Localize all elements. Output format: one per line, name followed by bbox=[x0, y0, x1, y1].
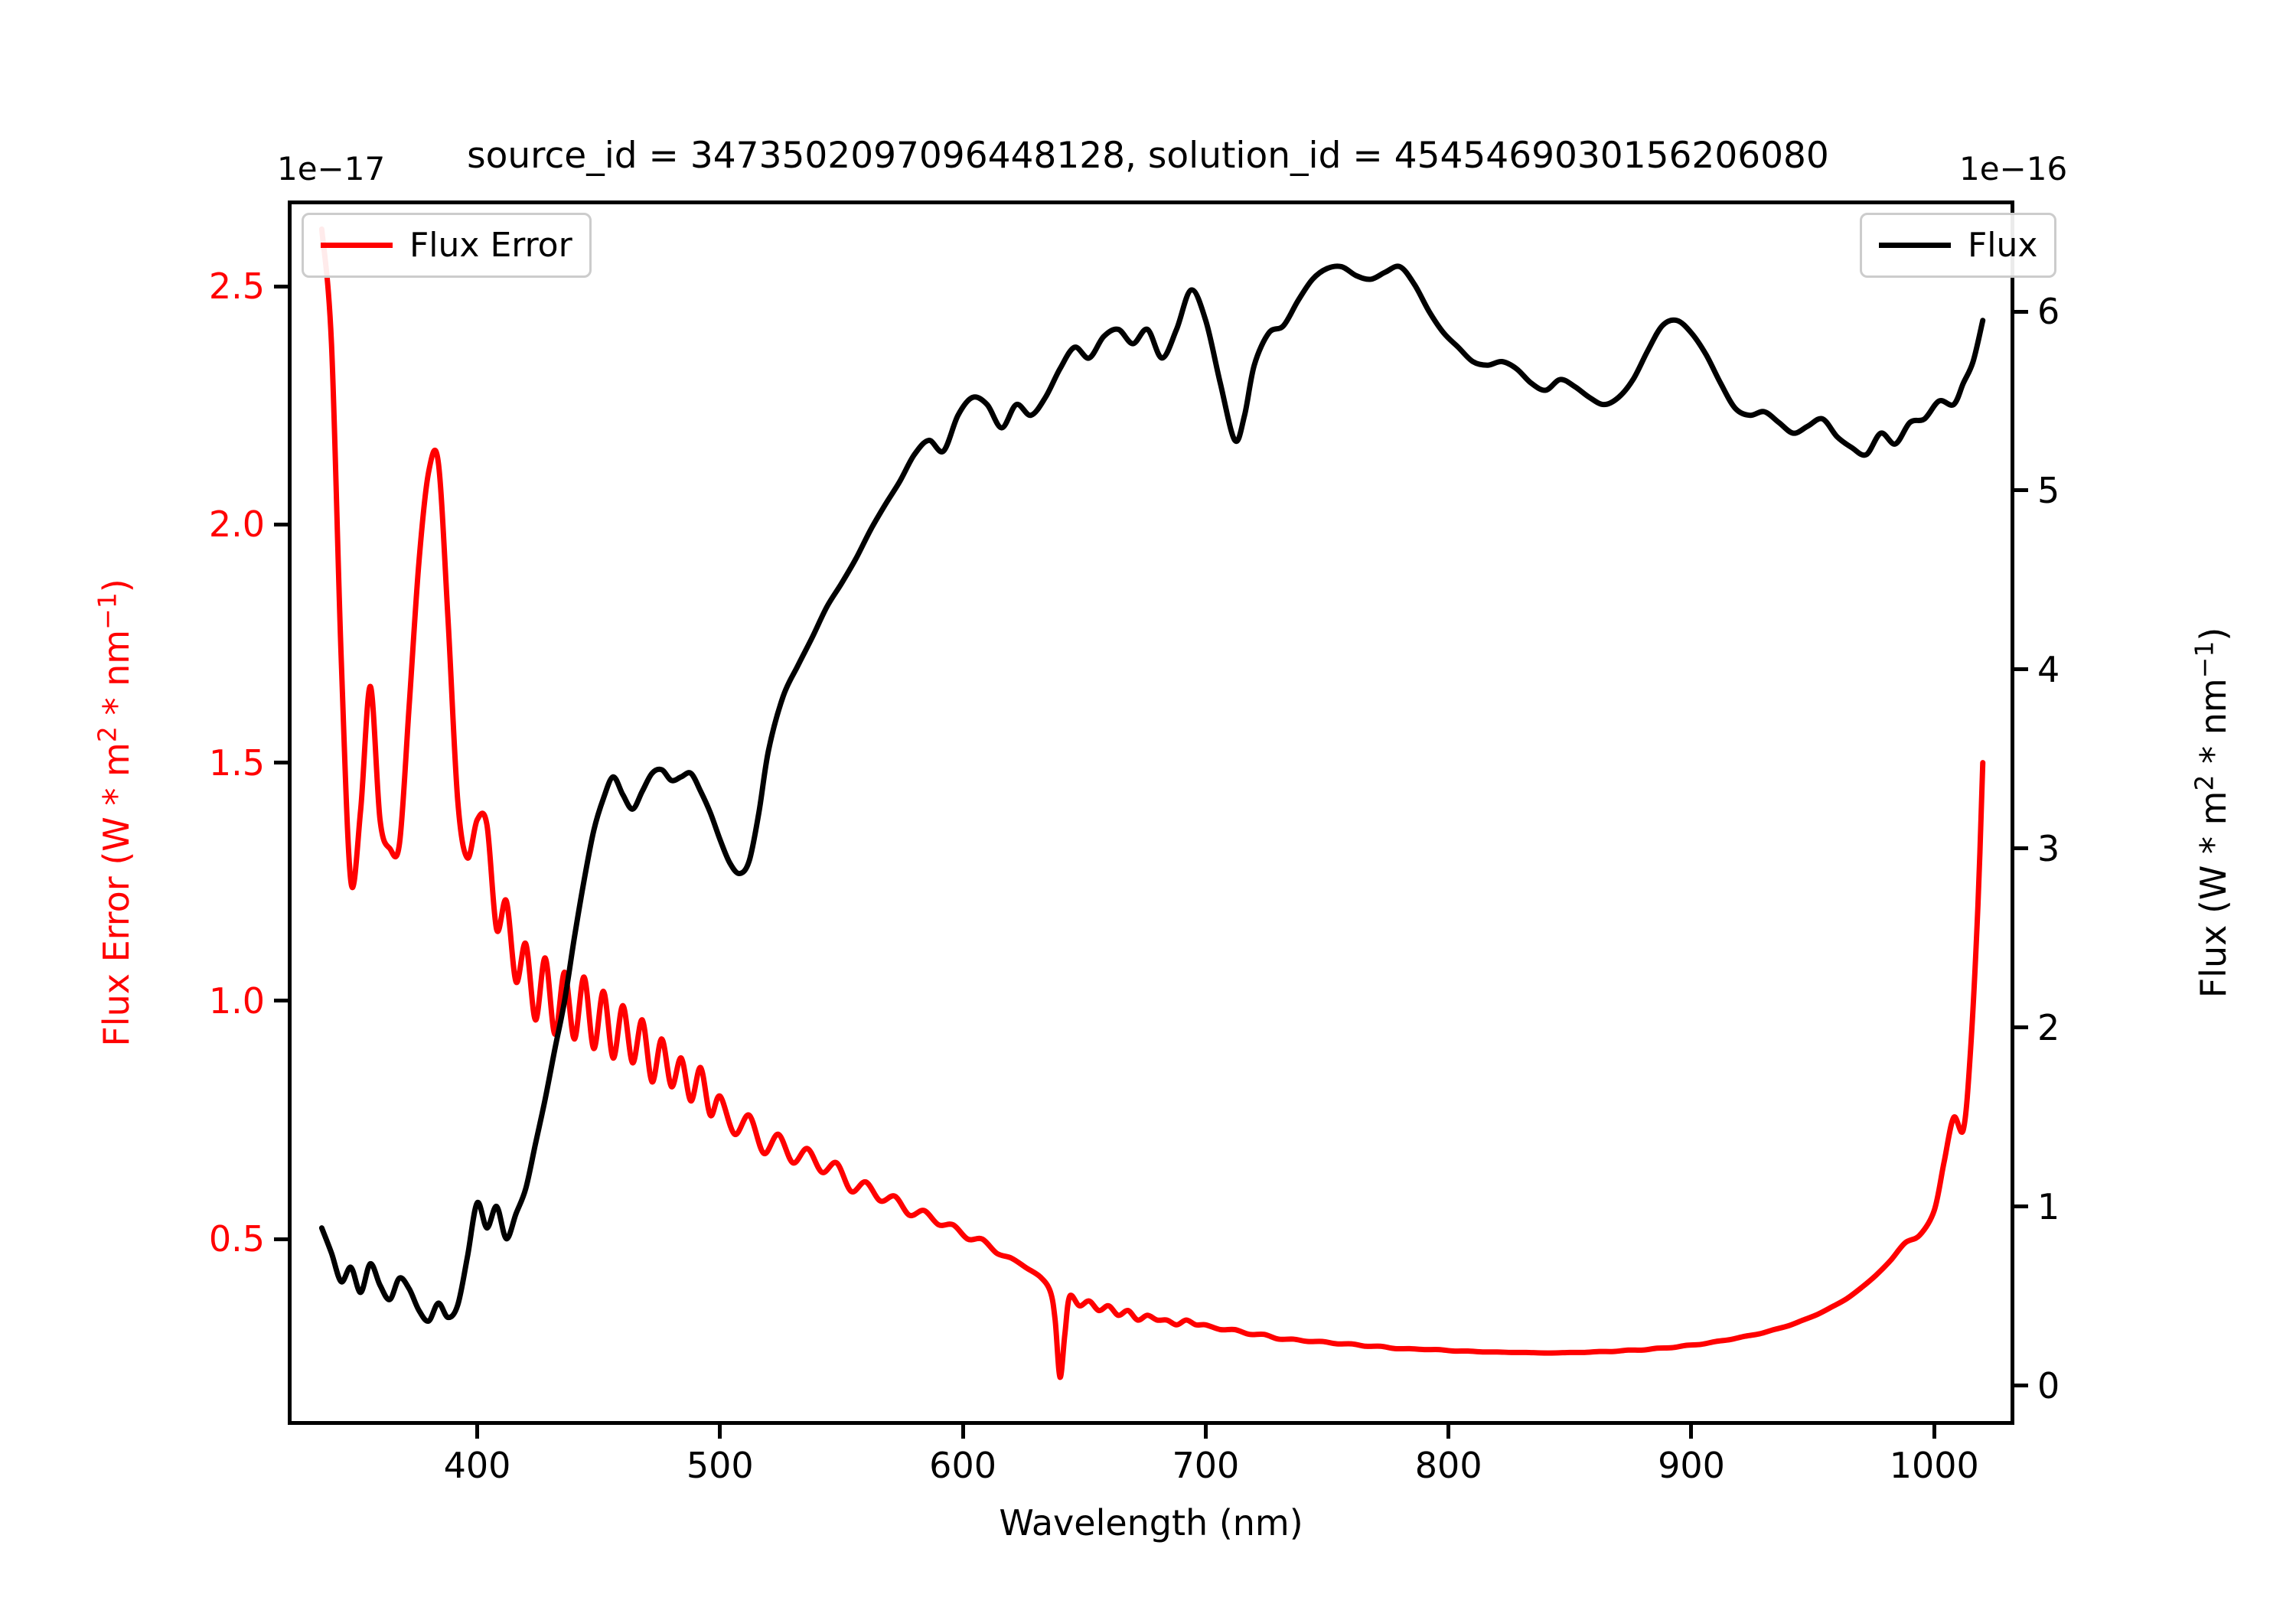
right-y-tick-label: 4 bbox=[2037, 648, 2060, 690]
chart-title: source_id = 3473502097096448128, solutio… bbox=[467, 135, 1829, 177]
left-y-tick-mark bbox=[274, 999, 288, 1003]
x-tick-label: 900 bbox=[1658, 1445, 1725, 1486]
right-y-tick-label: 0 bbox=[2037, 1364, 2060, 1407]
right-axis-title: Flux (W * m2 * nm−1) bbox=[2190, 627, 2234, 999]
right-axis-offset-label: 1e−16 bbox=[1959, 150, 2068, 187]
right-y-tick-label: 2 bbox=[2037, 1006, 2060, 1048]
legend-line-swatch-flux-error bbox=[321, 243, 393, 248]
plot-area-frame bbox=[288, 200, 2014, 1425]
x-tick-mark bbox=[475, 1425, 479, 1439]
x-axis-title: Wavelength (nm) bbox=[999, 1502, 1303, 1543]
left-y-tick-label: 1.5 bbox=[208, 742, 265, 784]
left-y-tick-label: 2.5 bbox=[208, 266, 265, 308]
left-axis-title: Flux Error (W * m2 * nm−1) bbox=[93, 579, 137, 1046]
left-y-tick-mark bbox=[274, 284, 288, 288]
right-y-tick-mark bbox=[2014, 1025, 2028, 1030]
flux-line bbox=[318, 263, 1986, 1324]
x-tick-mark bbox=[960, 1425, 965, 1439]
x-tick-mark bbox=[1446, 1425, 1451, 1439]
right-y-tick-mark bbox=[2014, 309, 2028, 314]
legend-label-flux-error: Flux Error bbox=[409, 226, 572, 265]
left-y-tick-mark bbox=[274, 522, 288, 526]
right-y-tick-mark bbox=[2014, 1204, 2028, 1209]
left-y-tick-label: 2.0 bbox=[208, 504, 265, 546]
right-y-tick-mark bbox=[2014, 488, 2028, 493]
x-tick-mark bbox=[1203, 1425, 1208, 1439]
flux-error-line bbox=[318, 226, 1986, 1380]
plot-lines bbox=[318, 226, 1986, 1380]
right-y-tick-mark bbox=[2014, 667, 2028, 672]
left-axis-title-text: Flux Error (W * m2 * nm−1) bbox=[92, 579, 138, 1047]
x-tick-label: 400 bbox=[443, 1445, 511, 1486]
right-y-tick-mark bbox=[2014, 1384, 2028, 1388]
legend-flux-error[interactable]: Flux Error bbox=[302, 213, 592, 278]
legend-line-swatch-flux bbox=[1879, 243, 1951, 248]
x-tick-mark bbox=[1932, 1425, 1936, 1439]
x-tick-mark bbox=[718, 1425, 722, 1439]
x-tick-label: 600 bbox=[929, 1445, 996, 1486]
right-y-tick-label: 6 bbox=[2037, 291, 2060, 333]
right-y-tick-label: 5 bbox=[2037, 469, 2060, 511]
x-tick-label: 1000 bbox=[1889, 1445, 1979, 1486]
left-y-tick-label: 0.5 bbox=[208, 1218, 265, 1260]
right-y-tick-label: 1 bbox=[2037, 1185, 2060, 1227]
legend-flux[interactable]: Flux bbox=[1860, 213, 2057, 278]
x-tick-mark bbox=[1689, 1425, 1694, 1439]
left-y-tick-label: 1.0 bbox=[208, 980, 265, 1022]
legend-label-flux: Flux bbox=[1968, 226, 2038, 265]
x-tick-label: 700 bbox=[1172, 1445, 1240, 1486]
x-tick-label: 500 bbox=[686, 1445, 754, 1486]
right-axis-title-text: Flux (W * m2 * nm−1) bbox=[2189, 627, 2235, 999]
left-axis-offset-label: 1e−17 bbox=[277, 150, 386, 187]
left-y-tick-mark bbox=[274, 761, 288, 765]
right-y-tick-mark bbox=[2014, 846, 2028, 851]
left-y-tick-mark bbox=[274, 1237, 288, 1241]
right-y-tick-label: 3 bbox=[2037, 827, 2060, 869]
x-tick-label: 800 bbox=[1414, 1445, 1482, 1486]
